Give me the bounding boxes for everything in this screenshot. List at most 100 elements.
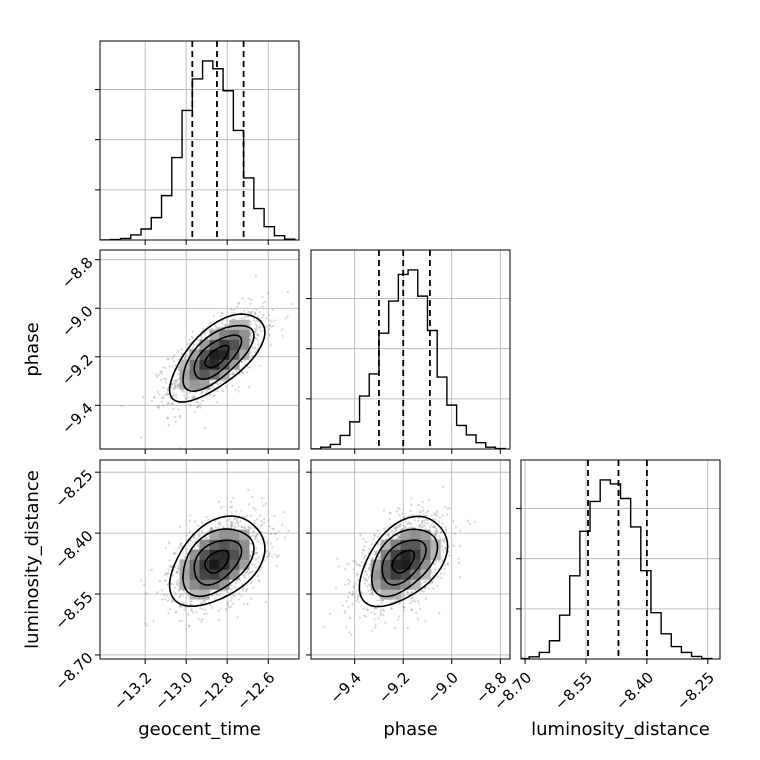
density-cell [209,529,220,540]
sample-point [443,572,446,575]
sample-point [166,573,169,576]
sample-point [162,397,165,400]
sample-point [438,612,441,615]
sample-point [242,603,246,606]
sample-point [256,338,259,341]
sample-point [237,525,240,528]
sample-point [237,386,240,389]
sample-point [171,583,175,586]
density-cell [380,559,391,570]
sample-point [236,616,239,619]
sample-point [382,614,385,617]
sample-point [323,626,326,629]
sample-point [177,383,180,387]
sample-point [261,305,264,308]
sample-point [457,557,460,560]
sample-point [245,589,248,592]
sample-point [219,314,223,318]
sample-point [265,317,268,320]
density-cell [380,589,391,600]
sample-point [201,531,204,534]
sample-point [199,406,202,409]
sample-point [240,317,244,320]
sample-point [259,568,262,572]
sample-point [261,295,264,299]
sample-point [230,500,233,504]
density-cell [370,569,381,580]
sample-point [172,360,175,363]
contour-3 [358,515,449,608]
density-cell [229,549,240,560]
sample-point [180,542,183,545]
sample-point [420,526,423,529]
sample-point [348,580,352,583]
sample-point [424,518,428,521]
sample-point [459,575,462,579]
sample-point [253,521,256,525]
sample-point [171,365,175,368]
sample-point [164,573,167,576]
sample-point [267,555,270,558]
sample-point [386,533,390,537]
sample-point [426,522,429,525]
sample-point [173,384,176,388]
sample-point [229,506,232,509]
sample-point [164,366,167,370]
density-cell [199,369,210,380]
sample-point [169,608,172,611]
sample-point [174,566,177,569]
density-cell [199,539,210,550]
sample-point [376,543,379,546]
sample-point [166,393,169,396]
sample-point [353,596,356,599]
sample-point [410,608,414,611]
xtick-label-geocent_time-0: −13.2 [110,669,155,714]
sample-point [174,611,177,614]
sample-point [413,600,416,603]
sample-point [176,386,179,389]
sample-point [429,524,433,527]
density-cell [380,539,391,550]
sample-point [344,568,347,571]
sample-point [425,580,428,583]
sample-point [174,380,177,383]
sample-point [249,302,252,305]
sample-point [441,538,444,541]
sample-point [268,319,271,322]
sample-point [234,582,238,585]
sample-point [193,520,197,523]
sample-point [199,601,203,604]
sample-point [203,426,207,430]
sample-point [277,530,280,533]
sample-point [433,562,436,566]
sample-point [421,500,424,503]
sample-point [200,390,203,394]
sample-point [267,333,271,336]
sample-point [398,536,401,539]
sample-point [363,614,366,617]
sample-point [254,330,257,333]
sample-point [255,333,258,336]
sample-point [143,583,146,586]
sample-point [421,519,424,522]
sample-point [158,393,161,396]
sample-point [365,608,369,611]
sample-point [184,606,187,609]
sample-point [410,590,414,594]
histogram-luminosity_distance [521,479,713,659]
sample-point [444,525,447,529]
sample-point [263,517,266,521]
sample-point [257,334,260,337]
sample-point [240,595,243,598]
xtick-label-phase-0: −9.4 [326,669,364,707]
sample-point [433,525,436,528]
sample-point [411,599,414,603]
sample-point [376,599,379,602]
sample-point [266,292,269,295]
sample-point [262,302,265,305]
sample-point [291,303,294,306]
sample-point [253,519,256,523]
sample-point [162,386,165,389]
sample-point [226,603,229,606]
sample-point [177,368,180,371]
